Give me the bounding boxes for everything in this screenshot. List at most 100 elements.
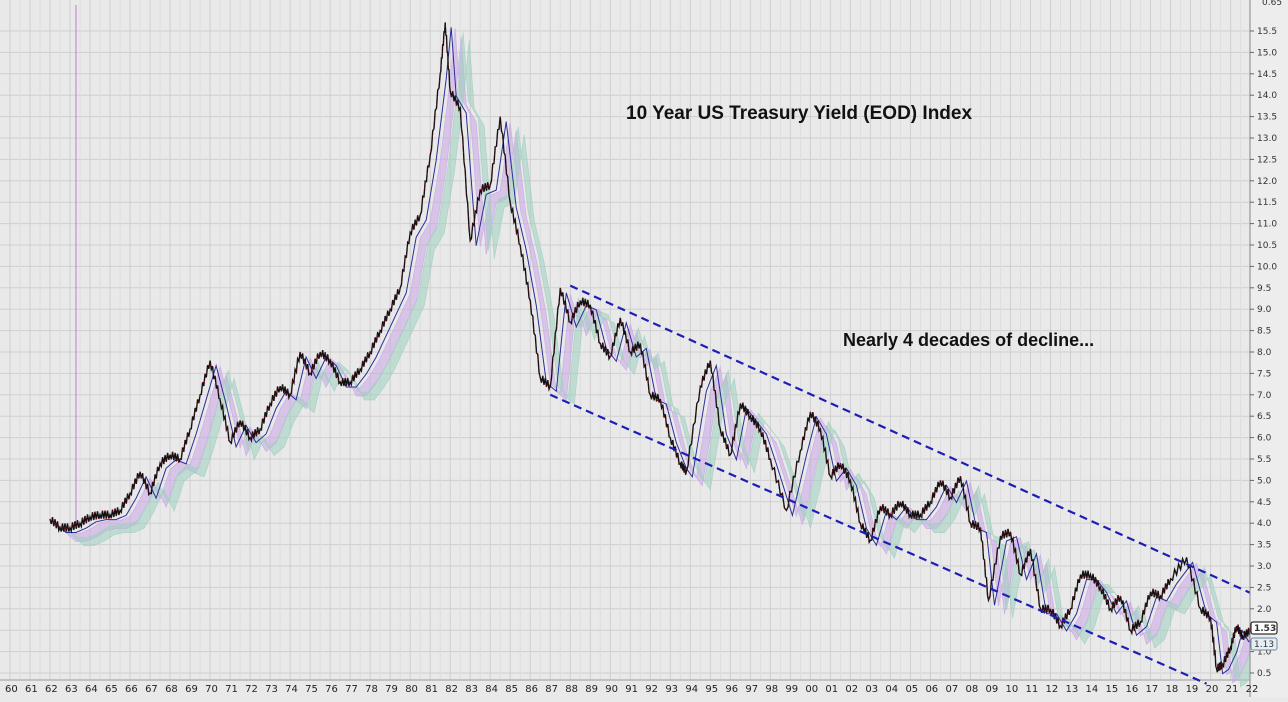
- price-label-box: [1250, 621, 1278, 635]
- x-tick-label: 74: [285, 684, 298, 695]
- x-tick-label: 97: [745, 684, 758, 695]
- y-tick-label: 3.5: [1257, 541, 1271, 551]
- x-tick-label: 68: [165, 684, 178, 695]
- x-tick-label: 75: [305, 684, 318, 695]
- yield-series-line: [49, 22, 1252, 673]
- x-tick-label: 11: [1025, 684, 1038, 695]
- x-tick-label: 84: [485, 684, 498, 695]
- y-tick-label: 7.0: [1257, 391, 1272, 401]
- x-tick-label: 88: [565, 684, 578, 695]
- x-tick-label: 18: [1166, 684, 1179, 695]
- x-tick-label: 63: [65, 684, 78, 695]
- price-label-text: 1.13: [1254, 640, 1274, 650]
- x-tick-label: 19: [1186, 684, 1199, 695]
- y-tick-label: 13.5: [1257, 113, 1277, 123]
- y-tick-label: 9.0: [1257, 305, 1272, 315]
- price-labels: 1.53 1.13: [1250, 621, 1278, 651]
- x-tick-label: 04: [885, 684, 898, 695]
- x-tick-label: 61: [25, 684, 38, 695]
- x-tick-label: 06: [925, 684, 938, 695]
- x-tick-label: 94: [685, 684, 698, 695]
- x-tick-label: 93: [665, 684, 678, 695]
- x-tick-label: 89: [585, 684, 598, 695]
- x-tick-label: 16: [1126, 684, 1139, 695]
- y-tick-label-top: 0.65: [1262, 0, 1282, 8]
- y-tick-label: 8.5: [1257, 327, 1271, 337]
- y-tick-label: 1.0: [1257, 648, 1272, 658]
- x-tick-label: 15: [1106, 684, 1119, 695]
- x-tick-label: 17: [1146, 684, 1159, 695]
- trend-channel: [549, 284, 1268, 685]
- y-tick-label: 12.5: [1257, 155, 1277, 165]
- y-tick-label: 5.5: [1257, 455, 1271, 465]
- x-tick-label: 69: [185, 684, 198, 695]
- x-tick-label: 92: [645, 684, 658, 695]
- x-tick-label: 71: [225, 684, 238, 695]
- x-tick-label: 95: [705, 684, 718, 695]
- x-tick-label: 10: [1005, 684, 1018, 695]
- y-tick-label: 12.0: [1257, 177, 1277, 187]
- x-tick-label: 60: [5, 684, 18, 695]
- x-tick-label: 20: [1206, 684, 1219, 695]
- y-tick-label: 11.5: [1257, 198, 1277, 208]
- channel-annotation: Nearly 4 decades of decline...: [843, 330, 1094, 350]
- moving-average-line: [55, 27, 1257, 675]
- y-tick-label: 6.5: [1257, 412, 1271, 422]
- y-tick-label: 10.0: [1257, 262, 1277, 272]
- x-tick-label: 12: [1046, 684, 1059, 695]
- y-tick-label: 14.0: [1257, 91, 1277, 101]
- x-tick-label: 83: [465, 684, 478, 695]
- x-tick-label: 72: [245, 684, 258, 695]
- x-tick-label: 14: [1086, 684, 1099, 695]
- x-tick-label: 73: [265, 684, 278, 695]
- y-tick-label: 4.0: [1257, 519, 1272, 529]
- x-tick-label: 03: [865, 684, 878, 695]
- y-tick-label: 15.5: [1257, 27, 1277, 37]
- price-label-text: 1.53: [1254, 624, 1276, 634]
- y-axis-ticks: 0.51.01.52.02.53.03.54.04.55.05.56.06.57…: [1250, 0, 1282, 679]
- y-tick-label: 10.5: [1257, 241, 1277, 251]
- x-tick-label: 96: [725, 684, 738, 695]
- x-tick-label: 22: [1246, 684, 1259, 695]
- y-tick-label: 15.0: [1257, 48, 1277, 58]
- x-tick-label: 90: [605, 684, 618, 695]
- x-tick-label: 62: [45, 684, 58, 695]
- x-tick-label: 80: [405, 684, 418, 695]
- x-tick-label: 64: [85, 684, 98, 695]
- x-tick-label: 99: [785, 684, 798, 695]
- channel-lower-line: [549, 393, 1208, 685]
- x-tick-label: 81: [425, 684, 438, 695]
- y-tick-label: 8.0: [1257, 348, 1272, 358]
- channel-upper-line: [569, 284, 1268, 602]
- x-tick-label: 08: [965, 684, 978, 695]
- x-axis-ticks: 60 61 62 63 64 65 66 67 68 69 70 71 72 73 74 75 76 77 78 79…: [5, 684, 1258, 695]
- y-tick-label: 0.5: [1257, 669, 1271, 679]
- x-tick-label: 79: [385, 684, 398, 695]
- y-tick-label: 2.0: [1257, 605, 1272, 615]
- y-tick-label: 13.0: [1257, 134, 1277, 144]
- y-tick-label: 6.0: [1257, 434, 1272, 444]
- x-tick-label: 82: [445, 684, 458, 695]
- x-tick-label: 09: [985, 684, 998, 695]
- x-tick-label: 78: [365, 684, 378, 695]
- y-axis-panel: [1250, 0, 1288, 697]
- x-tick-label: 67: [145, 684, 158, 695]
- x-tick-label: 98: [765, 684, 778, 695]
- y-tick-label: 9.5: [1257, 284, 1271, 294]
- x-tick-label: 01: [825, 684, 838, 695]
- chart-title: 10 Year US Treasury Yield (EOD) Index: [626, 103, 972, 124]
- x-tick-label: 91: [625, 684, 638, 695]
- y-tick-label: 11.0: [1257, 220, 1277, 230]
- x-tick-label: 13: [1066, 684, 1079, 695]
- y-tick-label: 2.5: [1257, 583, 1271, 593]
- x-tick-label: 21: [1226, 684, 1239, 695]
- x-tick-label: 66: [125, 684, 138, 695]
- x-tick-label: 85: [505, 684, 518, 695]
- x-tick-label: 65: [105, 684, 118, 695]
- x-tick-label: 07: [945, 684, 958, 695]
- x-tick-label: 87: [545, 684, 558, 695]
- x-tick-label: 00: [805, 684, 818, 695]
- y-tick-label: 3.0: [1257, 562, 1272, 572]
